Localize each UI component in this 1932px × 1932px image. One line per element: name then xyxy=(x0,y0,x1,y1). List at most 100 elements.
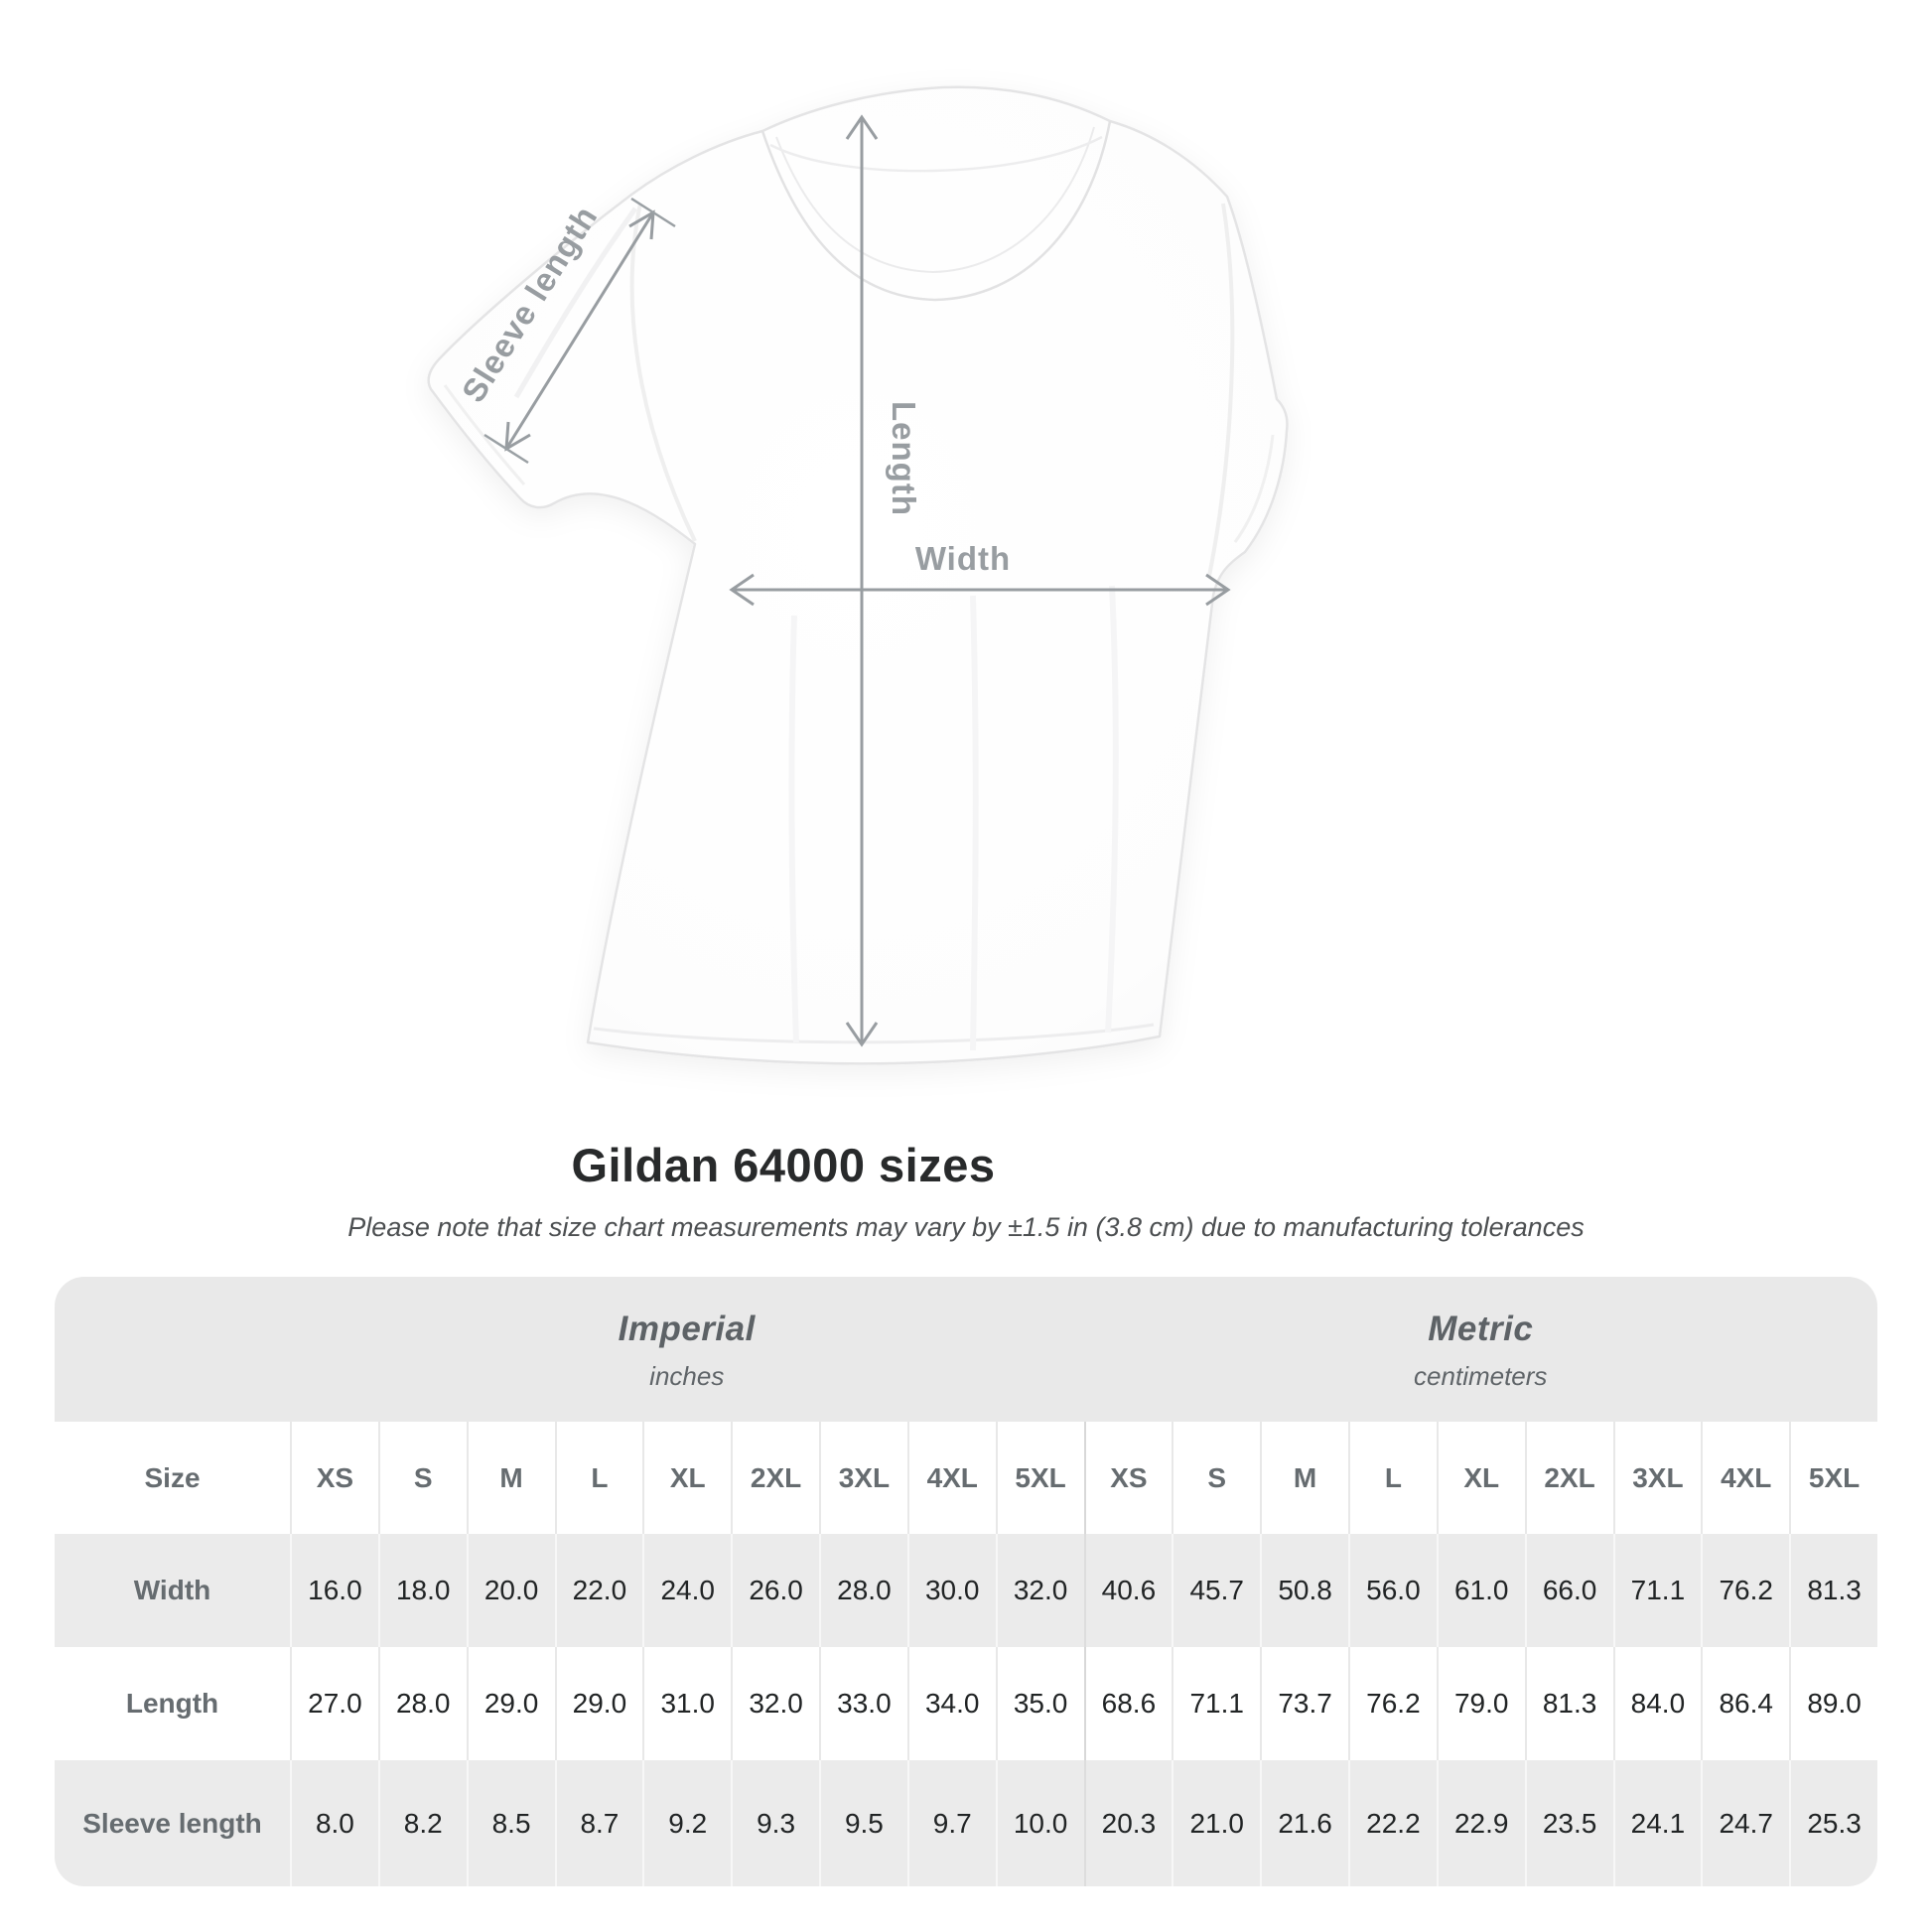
sleeve-value: 21.0 xyxy=(1172,1760,1261,1886)
length-value: 27.0 xyxy=(290,1647,378,1760)
metric-group-header: Metric centimeters xyxy=(1083,1277,1877,1422)
size-header-imp-5xl: 5XL xyxy=(995,1422,1084,1534)
size-header-imp-l: L xyxy=(554,1422,643,1534)
length-value: 79.0 xyxy=(1436,1647,1525,1760)
length-label: Length xyxy=(886,401,922,516)
size-header-imp-3xl: 3XL xyxy=(819,1422,907,1534)
width-label: Width xyxy=(915,540,1011,577)
tshirt-body xyxy=(427,85,1289,1065)
metric-label: Metric xyxy=(1428,1309,1534,1348)
sleeve-value: 8.5 xyxy=(466,1760,555,1886)
sleeve-value: 9.5 xyxy=(819,1760,907,1886)
length-value: 71.1 xyxy=(1172,1647,1261,1760)
length-value: 73.7 xyxy=(1260,1647,1348,1760)
length-value: 76.2 xyxy=(1348,1647,1437,1760)
width-value: 28.0 xyxy=(819,1534,907,1647)
width-value: 22.0 xyxy=(554,1534,643,1647)
size-header-met-4xl: 4XL xyxy=(1701,1422,1790,1534)
width-value: 40.6 xyxy=(1083,1534,1173,1647)
sleeve-value: 22.2 xyxy=(1348,1760,1437,1886)
sleeve-value: 25.3 xyxy=(1789,1760,1877,1886)
collar-inner-seam xyxy=(775,126,1095,274)
row-label-length: Length xyxy=(55,1647,290,1760)
body-fold-1 xyxy=(788,615,799,1043)
length-value: 29.0 xyxy=(554,1647,643,1760)
size-column-header: Size xyxy=(55,1422,290,1534)
size-header-imp-m: M xyxy=(466,1422,555,1534)
size-header-imp-s: S xyxy=(377,1422,467,1534)
width-value: 26.0 xyxy=(731,1534,819,1647)
width-value: 66.0 xyxy=(1524,1534,1613,1647)
sleeve-value: 21.6 xyxy=(1260,1760,1348,1886)
width-value: 32.0 xyxy=(995,1534,1084,1647)
width-value: 20.0 xyxy=(466,1534,555,1647)
length-value: 81.3 xyxy=(1524,1647,1613,1760)
sleeve-value: 8.2 xyxy=(377,1760,467,1886)
length-value: 34.0 xyxy=(906,1647,996,1760)
length-value: 68.6 xyxy=(1083,1647,1173,1760)
imperial-unit: inches xyxy=(649,1360,725,1391)
width-value: 16.0 xyxy=(290,1534,378,1647)
length-value: 86.4 xyxy=(1701,1647,1790,1760)
collar-back-edge xyxy=(769,135,1103,173)
size-header-imp-xl: XL xyxy=(642,1422,732,1534)
right-armhole-seam xyxy=(1207,203,1235,577)
sleeve-value: 20.3 xyxy=(1083,1760,1173,1886)
width-value: 76.2 xyxy=(1701,1534,1790,1647)
imperial-group-header: Imperial inches xyxy=(290,1277,1084,1422)
sleeve-value: 24.7 xyxy=(1701,1760,1790,1886)
sleeve-value: 23.5 xyxy=(1524,1760,1613,1886)
sleeve-value: 8.0 xyxy=(290,1760,378,1886)
size-header-met-xl: XL xyxy=(1436,1422,1525,1534)
length-value: 35.0 xyxy=(995,1647,1084,1760)
width-value: 45.7 xyxy=(1172,1534,1261,1647)
size-header-met-s: S xyxy=(1172,1422,1261,1534)
sleeve-value: 22.9 xyxy=(1436,1760,1525,1886)
length-value: 89.0 xyxy=(1789,1647,1877,1760)
row-label-sleeve-length: Sleeve length xyxy=(55,1760,290,1886)
sleeve-value: 10.0 xyxy=(995,1760,1084,1886)
size-table: Imperial inches Metric centimeters Size … xyxy=(55,1277,1877,1886)
row-label-width: Width xyxy=(55,1534,290,1647)
width-value: 30.0 xyxy=(906,1534,996,1647)
size-header-met-3xl: 3XL xyxy=(1612,1422,1702,1534)
body-fold-3 xyxy=(1105,585,1119,1034)
size-header-met-xs: XS xyxy=(1083,1422,1173,1534)
width-value: 50.8 xyxy=(1260,1534,1348,1647)
length-value: 28.0 xyxy=(377,1647,467,1760)
sleeve-value: 9.2 xyxy=(642,1760,732,1886)
width-arrow xyxy=(729,573,1231,607)
sleeve-value: 9.3 xyxy=(731,1760,819,1886)
size-header-met-5xl: 5XL xyxy=(1789,1422,1877,1534)
sleeve-value: 9.7 xyxy=(906,1760,996,1886)
page-subtitle: Please note that size chart measurements… xyxy=(347,1212,1585,1242)
sleeve-fold xyxy=(513,207,638,399)
length-value: 84.0 xyxy=(1612,1647,1702,1760)
width-value: 56.0 xyxy=(1348,1534,1437,1647)
tshirt-diagram: Sleeve length Length Width xyxy=(427,85,1289,1065)
body-fold-2 xyxy=(970,595,979,1051)
metric-unit: centimeters xyxy=(1414,1360,1548,1391)
length-arrow xyxy=(845,114,879,1047)
sleeve-length-arrow xyxy=(483,197,676,465)
length-value: 31.0 xyxy=(642,1647,732,1760)
size-header-imp-4xl: 4XL xyxy=(906,1422,996,1534)
width-value: 81.3 xyxy=(1789,1534,1877,1647)
tshirt-illustration xyxy=(427,85,1289,1065)
hem-stitch xyxy=(593,1023,1155,1044)
length-value: 29.0 xyxy=(466,1647,555,1760)
length-value: 33.0 xyxy=(819,1647,907,1760)
sleeve-value: 8.7 xyxy=(554,1760,643,1886)
width-value: 61.0 xyxy=(1436,1534,1525,1647)
collar-outer-seam xyxy=(760,120,1112,302)
size-header-met-l: L xyxy=(1348,1422,1437,1534)
width-value: 18.0 xyxy=(377,1534,467,1647)
width-value: 24.0 xyxy=(642,1534,732,1647)
imperial-label: Imperial xyxy=(618,1309,756,1348)
size-header-imp-xs: XS xyxy=(290,1422,378,1534)
length-value: 32.0 xyxy=(731,1647,819,1760)
size-header-met-m: M xyxy=(1260,1422,1348,1534)
left-cuff-stitch xyxy=(443,384,526,485)
size-header-met-2xl: 2XL xyxy=(1524,1422,1613,1534)
